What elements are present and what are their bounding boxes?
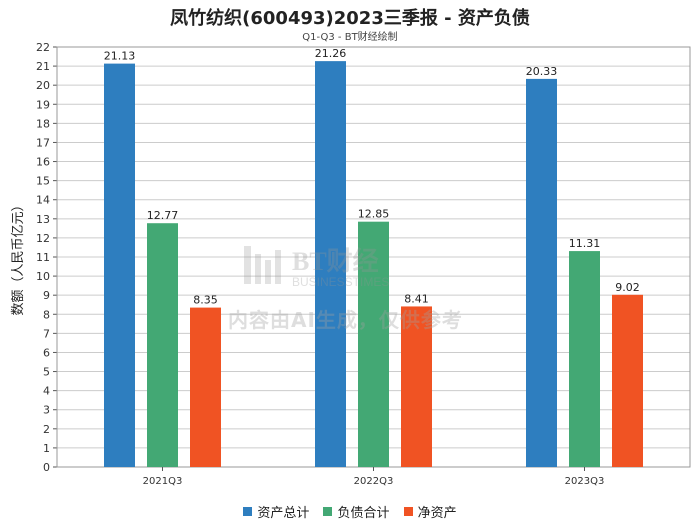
watermark-brand: BT财经: [292, 246, 379, 276]
legend-label-liabilities: 负债合计: [337, 506, 390, 521]
x-tick-label: 2021Q3: [143, 476, 183, 487]
bar: [147, 223, 178, 467]
y-tick-label: 7: [43, 327, 50, 340]
chart-legend: 资产总计 负债合计 净资产: [0, 502, 700, 521]
y-tick-label: 8: [43, 308, 50, 321]
bar: [526, 78, 557, 467]
bar: [569, 251, 600, 467]
y-tick-label: 0: [43, 461, 50, 474]
y-tick-label: 13: [36, 213, 50, 226]
watermark-notice: 内容由AI生成，仅供参考: [228, 308, 463, 332]
y-tick-label: 15: [36, 175, 50, 188]
x-tick-label: 2022Q3: [354, 476, 394, 487]
bar: [358, 221, 389, 467]
legend-swatch-assets: [243, 507, 253, 516]
watermark-brand-sub: BUSINESSTIMES: [292, 275, 389, 289]
y-tick-label: 1: [43, 442, 50, 455]
y-tick-label: 5: [43, 366, 50, 379]
bar-value-label: 20.33: [526, 65, 558, 78]
legend-label-net-assets: 净资产: [417, 506, 457, 521]
y-tick-label: 22: [36, 41, 50, 54]
y-axis-label: 数额（人民币亿元）: [11, 198, 26, 315]
bar: [315, 61, 346, 468]
legend-item-liabilities: 负债合计: [323, 502, 390, 521]
y-tick-label: 18: [36, 117, 50, 130]
bar: [104, 63, 135, 467]
y-tick-label: 20: [36, 79, 50, 92]
y-tick-label: 12: [36, 232, 50, 245]
y-tick-label: 4: [43, 385, 50, 398]
y-tick-label: 11: [36, 251, 50, 264]
y-tick-label: 2: [43, 423, 50, 436]
bar-value-label: 8.41: [404, 292, 429, 305]
bar-value-label: 12.77: [147, 209, 179, 222]
bar-value-label: 12.85: [358, 208, 390, 221]
y-tick-label: 10: [36, 270, 50, 283]
y-tick-label: 14: [36, 194, 50, 207]
bar: [190, 307, 221, 467]
bar: [401, 306, 432, 467]
x-tick-label: 2023Q3: [565, 476, 605, 487]
bar-value-label: 21.26: [315, 47, 347, 60]
legend-item-net-assets: 净资产: [403, 502, 457, 521]
bar-value-label: 9.02: [615, 281, 640, 294]
y-tick-label: 21: [36, 60, 50, 73]
bar-value-label: 11.31: [569, 237, 601, 250]
y-tick-label: 16: [36, 156, 50, 169]
y-tick-label: 19: [36, 98, 50, 111]
y-tick-label: 6: [43, 346, 50, 359]
bar: [612, 294, 643, 467]
chart-title: 凤竹纺织(600493)2023三季报 - 资产负债: [170, 8, 530, 29]
chart-subtitle: Q1-Q3 - BT财经绘制: [302, 32, 398, 43]
legend-label-assets: 资产总计: [257, 506, 310, 521]
y-tick-label: 17: [36, 136, 50, 149]
legend-swatch-net-assets: [403, 507, 413, 516]
legend-item-assets: 资产总计: [243, 502, 309, 521]
watermark-logo: BT财经 BUSINESSTIMES: [244, 246, 389, 289]
y-tick-label: 9: [43, 289, 50, 302]
bar-value-label: 8.35: [193, 294, 218, 307]
bar-value-label: 21.13: [104, 50, 136, 63]
legend-swatch-liabilities: [323, 507, 333, 516]
y-tick-label: 3: [43, 404, 50, 417]
